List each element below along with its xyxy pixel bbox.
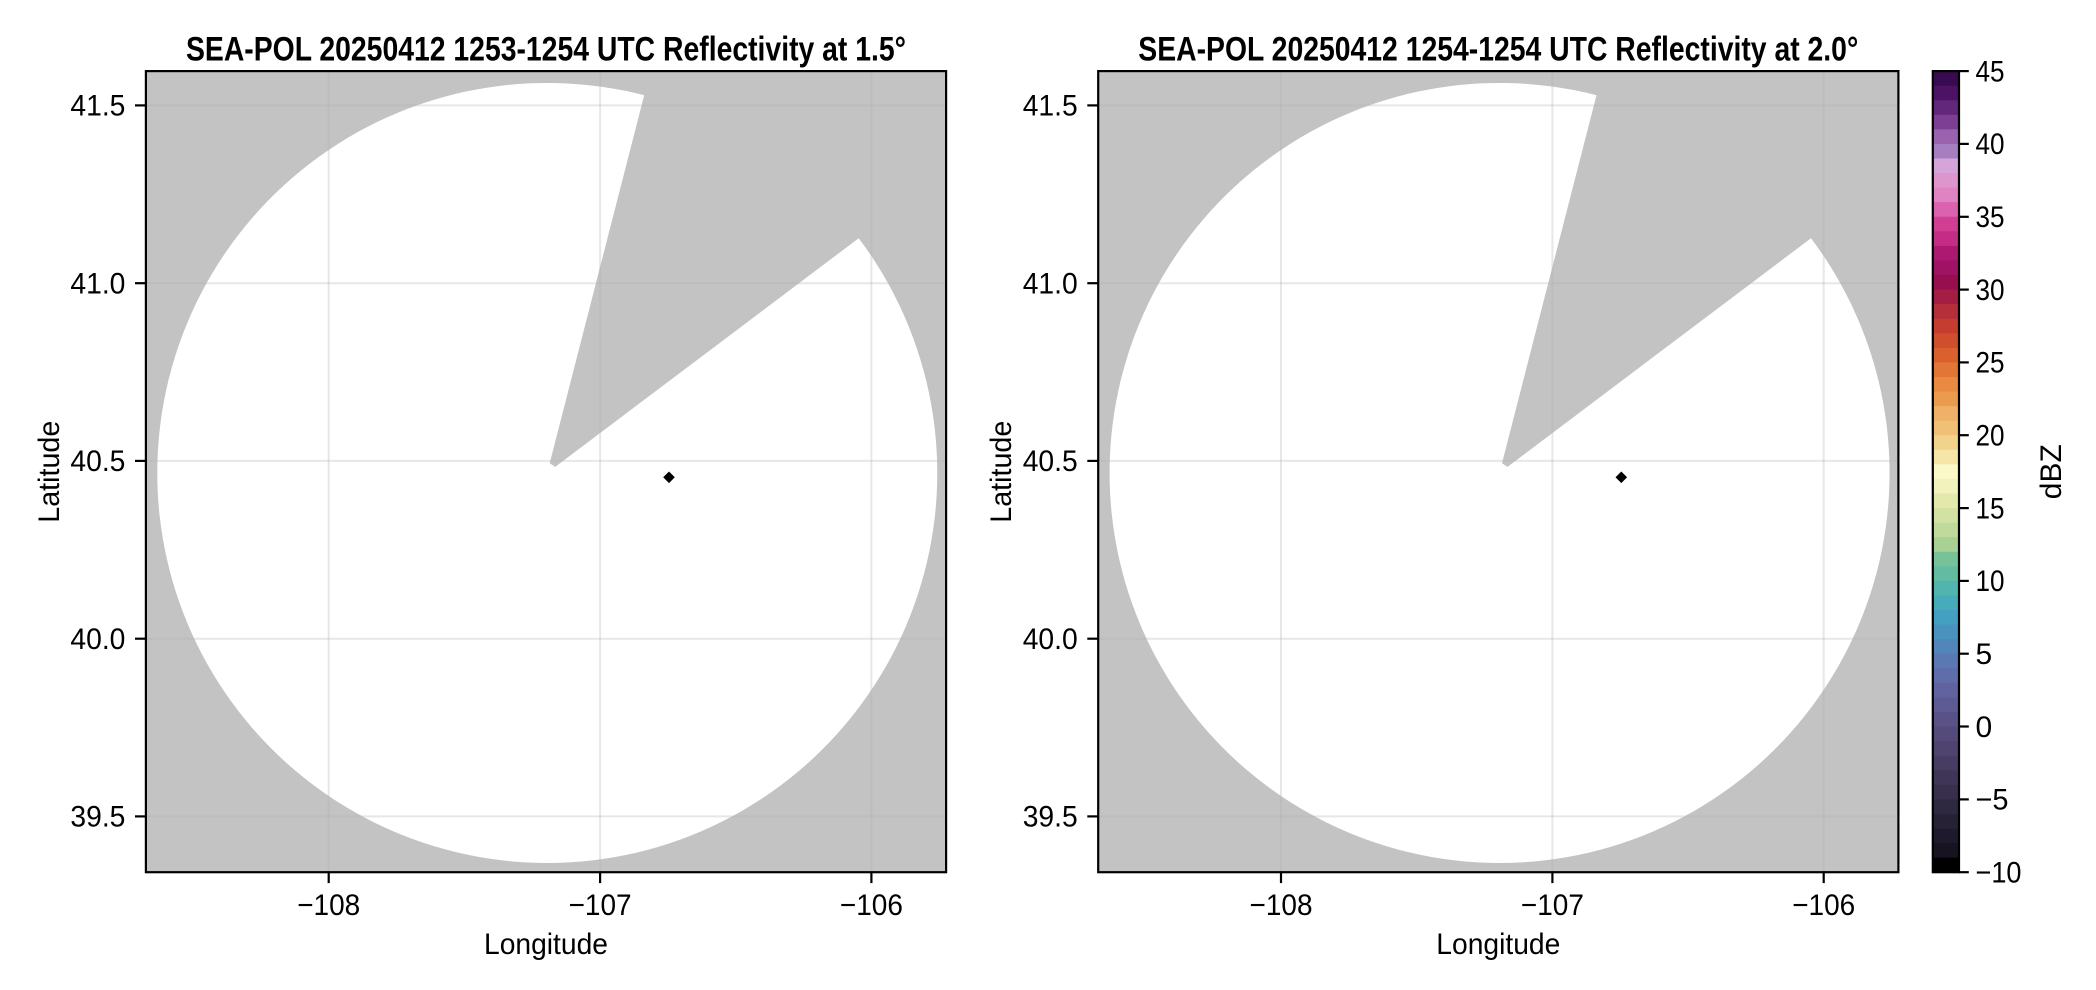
svg-text:Longitude: Longitude bbox=[1436, 928, 1560, 961]
svg-text:dBZ: dBZ bbox=[2035, 444, 2068, 499]
svg-text:−106: −106 bbox=[840, 889, 903, 922]
svg-text:39.5: 39.5 bbox=[1023, 801, 1078, 834]
svg-text:20: 20 bbox=[1976, 420, 2005, 453]
svg-text:Longitude: Longitude bbox=[484, 928, 608, 961]
svg-text:−107: −107 bbox=[569, 889, 632, 922]
svg-text:41.5: 41.5 bbox=[70, 90, 125, 123]
svg-text:40.5: 40.5 bbox=[1023, 445, 1078, 478]
svg-text:Latitude: Latitude bbox=[985, 421, 1018, 523]
svg-text:SEA-POL 20250412 1253-1254 UTC: SEA-POL 20250412 1253-1254 UTC Reflectiv… bbox=[186, 31, 906, 69]
svg-text:40.5: 40.5 bbox=[70, 445, 125, 478]
svg-text:−108: −108 bbox=[297, 889, 360, 922]
svg-text:30: 30 bbox=[1976, 274, 2005, 307]
svg-text:SEA-POL 20250412 1254-1254 UTC: SEA-POL 20250412 1254-1254 UTC Reflectiv… bbox=[1138, 31, 1858, 69]
svg-text:45: 45 bbox=[1976, 55, 2005, 88]
svg-text:10: 10 bbox=[1976, 565, 2005, 598]
svg-text:5: 5 bbox=[1976, 638, 1993, 671]
svg-text:−5: −5 bbox=[1976, 784, 2009, 817]
svg-text:41.0: 41.0 bbox=[1023, 268, 1078, 301]
svg-text:−108: −108 bbox=[1250, 889, 1313, 922]
svg-text:0: 0 bbox=[1976, 711, 1993, 744]
svg-text:35: 35 bbox=[1976, 201, 2005, 234]
svg-text:15: 15 bbox=[1976, 492, 2005, 525]
svg-text:40.0: 40.0 bbox=[1023, 623, 1078, 656]
svg-text:40.0: 40.0 bbox=[70, 623, 125, 656]
svg-text:25: 25 bbox=[1976, 347, 2005, 380]
svg-text:−10: −10 bbox=[1976, 857, 2022, 890]
svg-text:39.5: 39.5 bbox=[70, 801, 125, 834]
svg-text:41.5: 41.5 bbox=[1023, 90, 1078, 123]
svg-text:−106: −106 bbox=[1792, 889, 1855, 922]
svg-text:−107: −107 bbox=[1521, 889, 1584, 922]
svg-text:Latitude: Latitude bbox=[33, 421, 66, 523]
svg-text:40: 40 bbox=[1976, 128, 2005, 161]
svg-text:41.0: 41.0 bbox=[70, 268, 125, 301]
